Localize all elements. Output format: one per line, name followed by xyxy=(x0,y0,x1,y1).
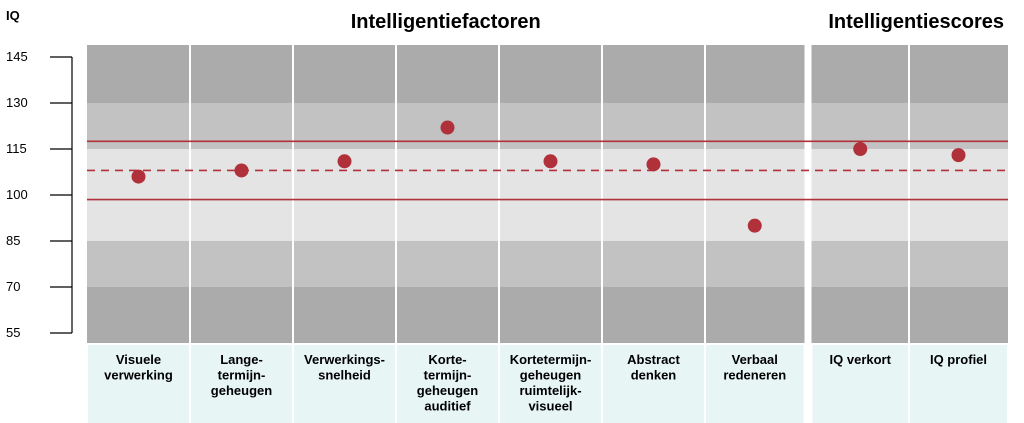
y-tick-label: 130 xyxy=(6,95,28,110)
reference-lines xyxy=(87,140,1008,201)
category-label: Abstract denken xyxy=(627,352,680,383)
section-titles: Intelligentiefactoren Intelligentiescores xyxy=(351,11,1004,33)
data-point xyxy=(951,148,966,163)
data-point xyxy=(440,120,455,135)
category-label: Verwerkings-snelheid xyxy=(304,352,385,383)
data-point xyxy=(234,163,249,178)
data-points xyxy=(131,120,966,233)
category-label-cell xyxy=(812,345,908,423)
category-label: Kortetermijn-geheugen ruimtelijk-visueel xyxy=(510,352,592,414)
category-label: IQ verkort xyxy=(830,352,892,367)
data-point xyxy=(337,154,352,169)
band-70-85 xyxy=(87,241,1008,287)
band-130-145 xyxy=(87,45,1008,103)
category-label: Korte-termijn-geheugen auditief xyxy=(417,352,478,414)
category-labels: Visuele verwerking Lange-termijn-geheugen V… xyxy=(88,345,1007,423)
category-label: Visuele verwerking xyxy=(104,352,173,383)
y-axis: 55 70 85 100 115 130 145 xyxy=(6,49,73,340)
column-separators xyxy=(189,45,910,423)
data-point xyxy=(646,157,661,172)
category-label-cell xyxy=(603,345,704,423)
category-label-cell xyxy=(910,345,1007,423)
category-label: IQ profiel xyxy=(930,352,987,367)
y-tick-label: 55 xyxy=(6,325,20,340)
category-label-cell xyxy=(500,345,601,423)
y-tick-label: 85 xyxy=(6,233,20,248)
band-55-70 xyxy=(87,287,1008,343)
section-title: Intelligentiescores xyxy=(828,11,1004,33)
category-label: Lange-termijn-geheugen xyxy=(211,352,272,398)
section-divider xyxy=(804,45,812,423)
y-tick-label: 145 xyxy=(6,49,28,64)
y-axis-title: IQ xyxy=(6,8,20,23)
category-label-cell xyxy=(294,345,395,423)
data-point xyxy=(853,142,868,156)
y-tick-label: 100 xyxy=(6,187,28,202)
data-point xyxy=(747,218,762,233)
data-point xyxy=(543,154,558,169)
y-tick-label: 70 xyxy=(6,279,20,294)
section-title: Intelligentiefactoren xyxy=(351,11,541,33)
plot-bands xyxy=(87,45,1008,343)
category-label-cell xyxy=(397,345,498,423)
y-tick-label: 115 xyxy=(6,141,27,156)
category-label: Verbaal redeneren xyxy=(723,352,786,383)
category-label-cell xyxy=(191,345,292,423)
category-label-cell xyxy=(706,345,804,423)
data-point xyxy=(131,169,146,184)
category-label-cell xyxy=(88,345,189,423)
